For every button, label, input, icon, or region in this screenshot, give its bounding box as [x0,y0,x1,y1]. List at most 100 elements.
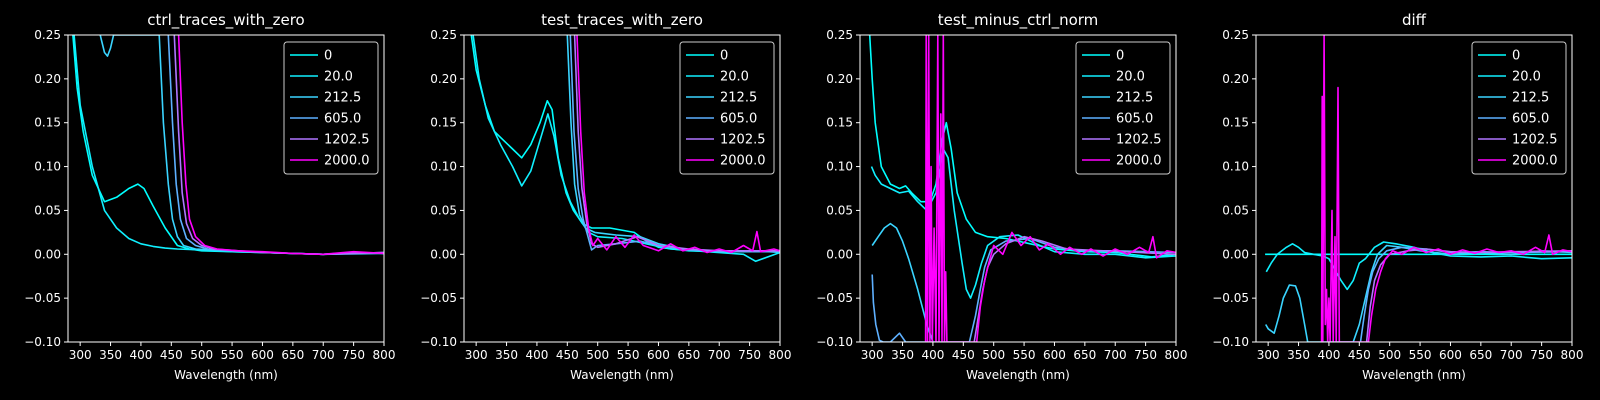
series-line-1202.5 [573,35,780,252]
x-tick-label: 750 [342,348,365,362]
legend-entry: 0 [720,49,728,64]
legend-entry: 212.5 [1512,91,1549,106]
legend-box [679,41,775,175]
legend-entry: 0 [324,49,332,64]
chart-panel-1: ctrl_traces_with_zero 300 350 400 450 500 550 6… [24,11,395,382]
x-tick-label: 400 [921,348,944,362]
chart-panel-2: test_traces_with_zero 300 350 400 450 500 550 6… [420,11,791,382]
x-tick-label: 650 [1073,348,1096,362]
y-tick-label: −0.10 [24,335,61,349]
plot-frame [1255,34,1573,343]
legend-entry: 605.0 [720,112,757,127]
legend-entry: 2000.0 [720,154,766,169]
y-tick-label: 0.20 [826,72,853,86]
plot-frame [859,34,1177,343]
x-tick-label: 750 [1134,348,1157,362]
x-tick-label: 800 [1165,348,1188,362]
series-group [1265,35,1572,342]
x-tick-label: 650 [281,348,304,362]
x-tick-label: 700 [708,348,731,362]
x-tick-label: 700 [1104,348,1127,362]
x-tick-label: 800 [1561,348,1584,362]
legend-entry: 20.0 [1512,70,1541,85]
x-tick-label: 800 [769,348,792,362]
y-tick-label: 0.25 [34,28,61,42]
x-tick-label: 450 [1348,348,1371,362]
legend-entry: 605.0 [1116,112,1153,127]
y-tick-label: 0.15 [1222,116,1249,130]
y-tick-label: 0.10 [34,160,61,174]
series-line-20.0 [870,148,1176,299]
y-tick-label: 0.25 [1222,28,1249,42]
x-axis-label: Wavelength (nm) [570,368,674,382]
plot-frame [463,34,781,343]
y-tick-label: 0.00 [826,247,853,261]
series-line-2000.0 [576,35,780,254]
x-tick-label: 650 [677,348,700,362]
y-tick-label: 0.20 [34,72,61,86]
x-tick-label: 500 [1378,348,1401,362]
x-tick-label: 400 [129,348,152,362]
legend-entry: 0 [1512,49,1520,64]
x-tick-label: 400 [1317,348,1340,362]
legend: 0 20.0 212.5 605.0 1202.5 2000.0 [1075,41,1171,175]
x-axis-label: Wavelength (nm) [1362,368,1466,382]
series-group [470,35,780,263]
x-tick-label: 500 [190,348,213,362]
legend-entry: 212.5 [720,91,757,106]
x-tick-label: 750 [738,348,761,362]
chart-panel-3: test_minus_ctrl_norm 300 350 400 450 500 550 60… [816,11,1187,382]
y-tick-label: 0.25 [430,28,457,42]
x-tick-label: 650 [1469,348,1492,362]
x-tick-label: 700 [1500,348,1523,362]
legend-entry: 212.5 [1116,91,1153,106]
legend-box [283,41,379,175]
y-tick-label: 0.00 [34,247,61,261]
x-tick-label: 550 [617,348,640,362]
x-tick-label: 600 [1439,348,1462,362]
y-tick-label: 0.05 [34,203,61,217]
x-tick-label: 450 [160,348,183,362]
x-tick-label: 500 [982,348,1005,362]
series-line-605.0 [569,35,780,253]
x-tick-label: 800 [373,348,396,362]
y-tick-label: 0.25 [826,28,853,42]
y-tick-label: 0.05 [430,203,457,217]
x-tick-label: 600 [647,348,670,362]
chart-title: diff [1402,11,1427,29]
x-tick-label: 600 [251,348,274,362]
x-tick-label: 350 [99,348,122,362]
series-line-605.0 [871,237,1176,342]
y-tick-label: 0.15 [826,116,853,130]
y-tick-label: −0.05 [816,291,853,305]
legend-entry: 20.0 [324,70,353,85]
legend-box [1075,41,1171,175]
legend-entry: 605.0 [1512,112,1549,127]
legend-entry: 2000.0 [1512,154,1558,169]
y-tick-label: 0.05 [826,203,853,217]
legend: 0 20.0 212.5 605.0 1202.5 2000.0 [1471,41,1567,175]
x-tick-label: 500 [586,348,609,362]
y-tick-label: −0.10 [420,335,457,349]
y-tick-label: 0.15 [430,116,457,130]
plot-frame [67,34,385,343]
legend-entry: 605.0 [324,112,361,127]
x-tick-label: 700 [312,348,335,362]
x-tick-label: 350 [891,348,914,362]
x-tick-label: 450 [556,348,579,362]
chart-title: ctrl_traces_with_zero [147,11,304,30]
x-tick-label: 300 [1257,348,1280,362]
series-line-212.5 [1265,244,1572,342]
x-tick-label: 400 [525,348,548,362]
x-tick-label: 550 [1409,348,1432,362]
series-line-2000.0 [924,35,1176,342]
y-tick-label: 0.05 [1222,203,1249,217]
x-axis-label: Wavelength (nm) [174,368,278,382]
x-tick-label: 350 [1287,348,1310,362]
legend-entry: 2000.0 [324,154,370,169]
legend-box [1471,41,1567,175]
y-tick-label: −0.05 [1212,291,1249,305]
x-tick-label: 550 [221,348,244,362]
y-tick-label: 0.20 [430,72,457,86]
